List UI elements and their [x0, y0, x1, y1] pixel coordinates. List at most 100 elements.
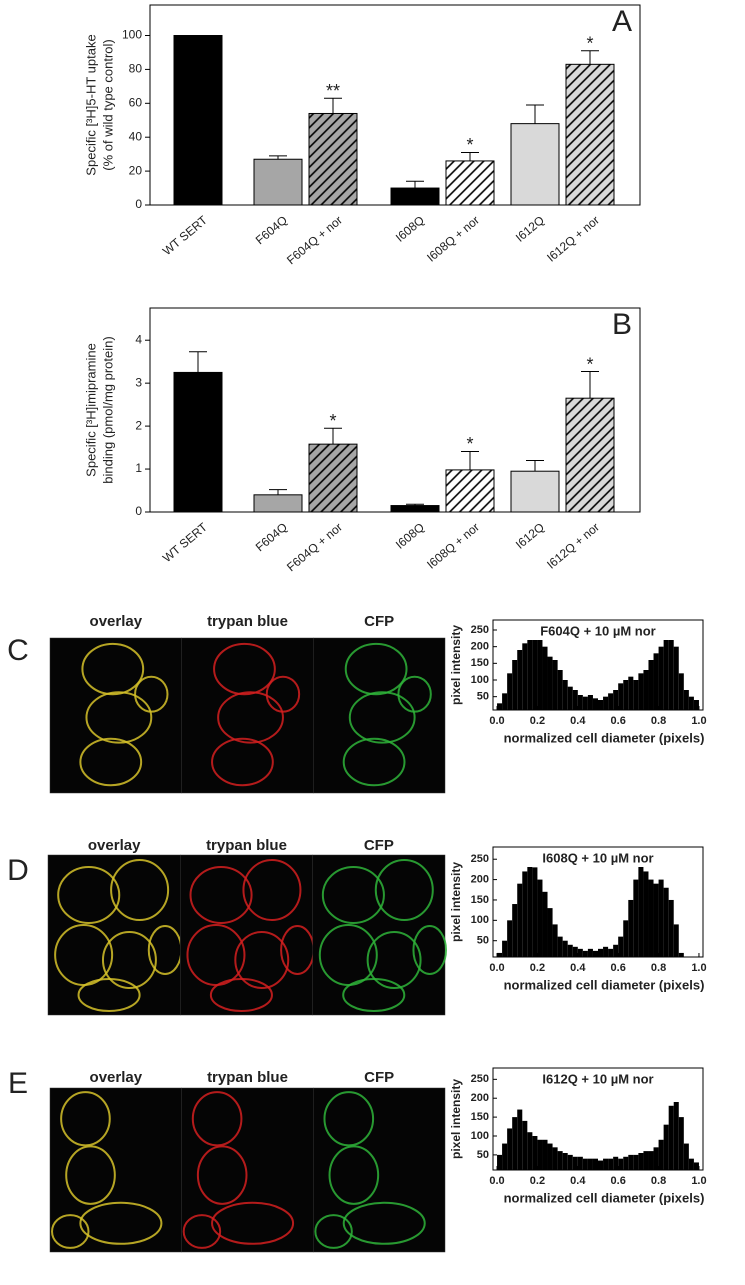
- histogram-bar: [567, 944, 573, 957]
- x-tick-label: 0.4: [570, 962, 586, 974]
- micrograph: [181, 1087, 314, 1253]
- histogram-bar: [638, 863, 644, 957]
- x-tick-label: 0.2: [530, 1175, 545, 1187]
- y-axis-label: binding (pmol/mg protein): [100, 336, 115, 483]
- x-tick-label: 0.4: [570, 715, 586, 727]
- bar: [173, 371, 223, 513]
- histogram-bar: [623, 920, 629, 957]
- y-axis-label: pixel intensity: [449, 1079, 463, 1159]
- histogram-bar: [648, 879, 654, 957]
- histogram-bar: [678, 673, 684, 710]
- histogram-bar: [628, 676, 634, 710]
- histogram-bar: [643, 1151, 649, 1170]
- histogram-bar: [592, 698, 598, 710]
- cell-outline: [321, 866, 385, 924]
- panel-letter: A: [612, 5, 632, 38]
- histogram-bar: [547, 908, 553, 957]
- histogram-bar: [653, 883, 659, 957]
- cell-outline: [196, 1145, 248, 1205]
- histogram-bar: [633, 680, 639, 710]
- x-tick-label: 0.6: [611, 1175, 626, 1187]
- histogram-bar: [567, 1154, 573, 1170]
- significance-label: *: [466, 434, 473, 454]
- x-tick-label: 0.8: [651, 715, 666, 727]
- histogram-bar: [527, 863, 533, 957]
- x-tick-label: 0.0: [489, 715, 504, 727]
- micrograph: [313, 637, 446, 794]
- histogram-bar: [643, 670, 649, 710]
- x-tick-label: I612Q: [513, 520, 547, 552]
- x-tick-label: F604Q: [253, 520, 290, 554]
- histogram-bar: [668, 1105, 674, 1170]
- histogram-bar: [582, 1158, 588, 1170]
- histogram-bar: [557, 936, 563, 957]
- micrograph: [49, 1087, 182, 1253]
- histogram-bar: [537, 636, 543, 710]
- x-tick-label: 0.4: [570, 1175, 586, 1187]
- x-tick-label: WT SERT: [160, 520, 211, 566]
- histogram-bar: [587, 1158, 593, 1170]
- histogram-bar: [582, 696, 588, 710]
- cell-outline: [211, 1201, 295, 1245]
- histogram-bar: [668, 899, 674, 957]
- significance-label: *: [586, 354, 593, 374]
- x-axis-label: normalized cell diameter (pixels): [504, 1190, 705, 1205]
- y-axis-label: Specific [³H]5-HT uptake: [83, 34, 98, 175]
- significance-label: *: [329, 411, 336, 431]
- cell-outline: [314, 1214, 353, 1249]
- chart-title: I612Q + 10 µM nor: [542, 1071, 653, 1086]
- y-tick-label: 50: [477, 1149, 489, 1161]
- image-label: trypan blue: [206, 837, 287, 854]
- histogram-bar: [653, 1147, 659, 1170]
- bar: [445, 160, 495, 206]
- histogram-bar: [542, 891, 548, 957]
- histogram-bar: [552, 1147, 558, 1170]
- x-tick-label: I608Q + nor: [424, 520, 482, 572]
- histogram-bar: [608, 948, 614, 957]
- histogram-bar: [542, 646, 548, 710]
- histogram-bar: [522, 1120, 528, 1170]
- title-box: [518, 849, 678, 867]
- cell-outline: [412, 925, 448, 975]
- y-tick-label: 50: [477, 935, 489, 947]
- cell-outline: [366, 931, 422, 989]
- histogram-bar: [517, 650, 523, 710]
- histogram-bar: [673, 924, 679, 957]
- histogram-bar: [628, 899, 634, 957]
- y-tick-label: 80: [129, 62, 143, 76]
- bar: [308, 443, 358, 513]
- panel-letter: C: [7, 634, 29, 667]
- histogram-bar: [628, 1154, 634, 1170]
- histogram-bar: [613, 944, 619, 957]
- x-tick-label: I612Q: [513, 213, 547, 245]
- histogram-bar: [688, 696, 694, 710]
- histogram-bar: [537, 879, 543, 957]
- y-tick-label: 1: [135, 461, 142, 475]
- cell-outline: [101, 931, 157, 989]
- x-tick-label: F604Q + nor: [284, 520, 345, 574]
- bar: [390, 505, 440, 513]
- cell-outline: [374, 859, 434, 921]
- y-tick-label: 4: [135, 332, 142, 346]
- histogram-bar: [633, 1154, 639, 1170]
- cell-outline: [77, 978, 141, 1012]
- y-tick-label: 100: [471, 674, 489, 686]
- cell-outline: [191, 1091, 243, 1147]
- histogram-bar: [532, 638, 538, 710]
- histogram-bar: [542, 1139, 548, 1170]
- histogram-bar: [557, 1151, 563, 1170]
- x-tick-label: 0.6: [611, 715, 626, 727]
- histogram-bar: [567, 686, 573, 710]
- histogram-bar: [512, 660, 518, 710]
- x-tick-label: I608Q: [393, 213, 427, 245]
- histogram-bar: [618, 1158, 624, 1170]
- x-tick-label: 0.8: [651, 962, 666, 974]
- cell-outline: [397, 675, 432, 713]
- histogram-bar: [598, 700, 604, 710]
- cell-outline: [348, 691, 416, 744]
- bar: [173, 35, 223, 206]
- histogram-bar: [507, 673, 513, 710]
- cell-outline: [57, 866, 121, 924]
- cell-outline: [342, 978, 406, 1012]
- bar: [510, 123, 560, 206]
